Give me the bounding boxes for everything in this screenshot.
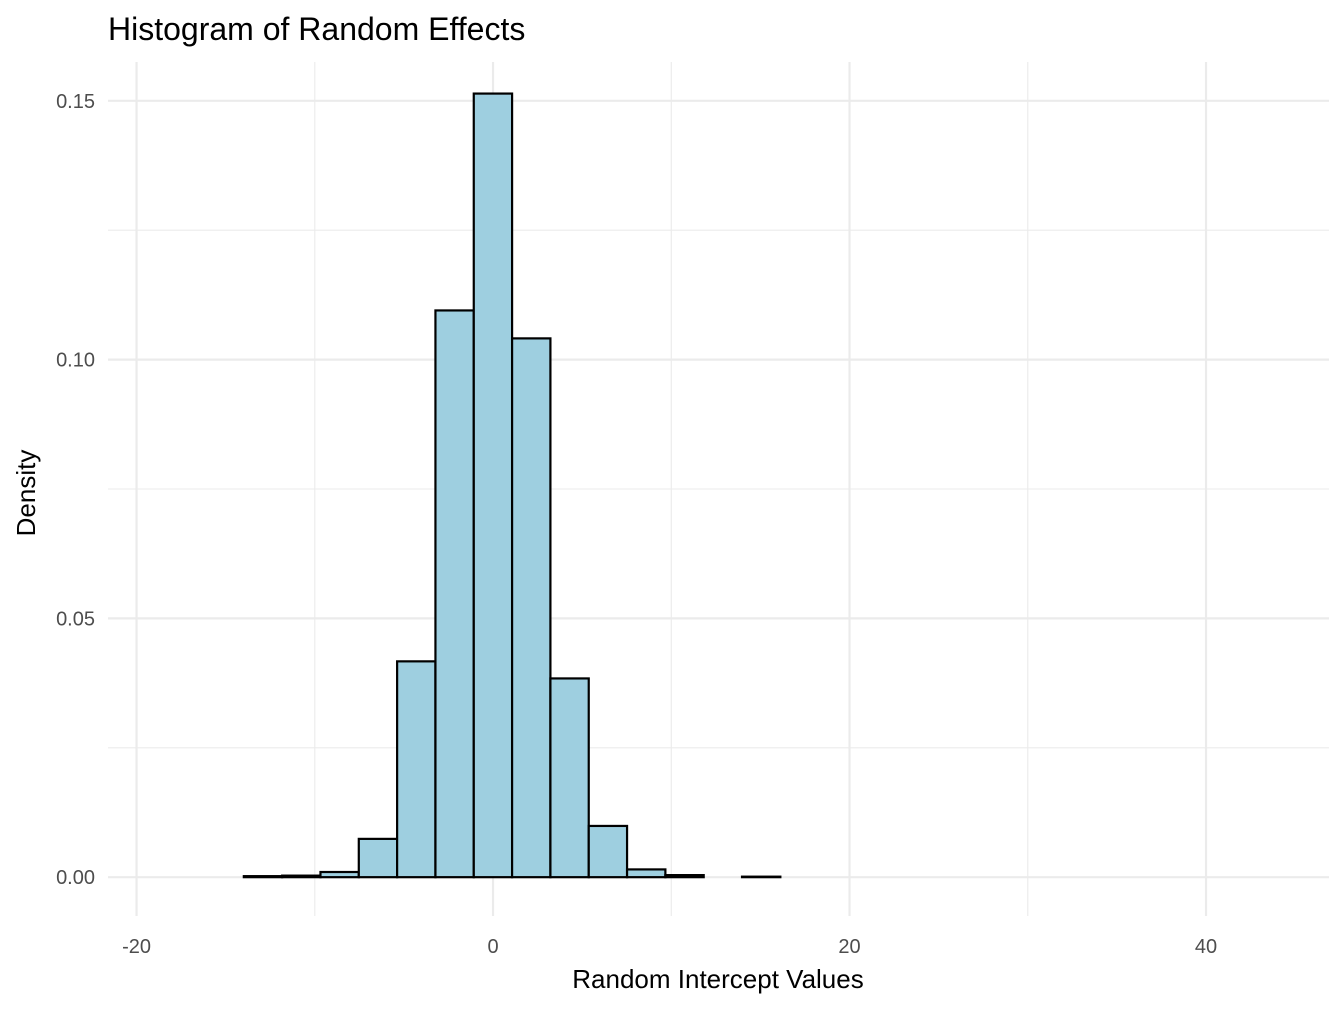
bars <box>242 92 782 879</box>
tick-labels: -20 0 20 40 0.00 0.05 0.10 0.15 <box>56 91 1217 958</box>
x-axis-title: Random Intercept Values <box>572 964 863 994</box>
histogram-bar <box>281 874 322 879</box>
y-tick-label: 0.15 <box>56 91 95 113</box>
histogram-bar <box>434 309 475 879</box>
y-axis-title: Density <box>11 450 41 537</box>
chart-title: Histogram of Random Effects <box>108 11 525 47</box>
y-tick-label: 0.10 <box>56 350 95 372</box>
histogram-bar <box>587 824 629 879</box>
histogram-bar <box>357 837 399 879</box>
x-tick-label: -20 <box>122 936 151 958</box>
histogram-bar <box>740 875 782 879</box>
histogram-bar <box>319 870 360 879</box>
histogram-bar <box>625 868 667 879</box>
histogram-bar <box>510 337 552 879</box>
x-tick-label: 20 <box>838 936 860 958</box>
histogram-bar <box>472 92 514 879</box>
grid <box>108 62 1329 916</box>
y-tick-label: 0.05 <box>56 608 95 630</box>
y-tick-label: 0.00 <box>56 867 95 889</box>
histogram-bar <box>549 677 590 879</box>
histogram-bar <box>242 875 284 879</box>
x-tick-label: 40 <box>1195 936 1217 958</box>
histogram-bar <box>396 660 437 879</box>
histogram-bar <box>664 874 705 879</box>
x-tick-label: 0 <box>487 936 498 958</box>
